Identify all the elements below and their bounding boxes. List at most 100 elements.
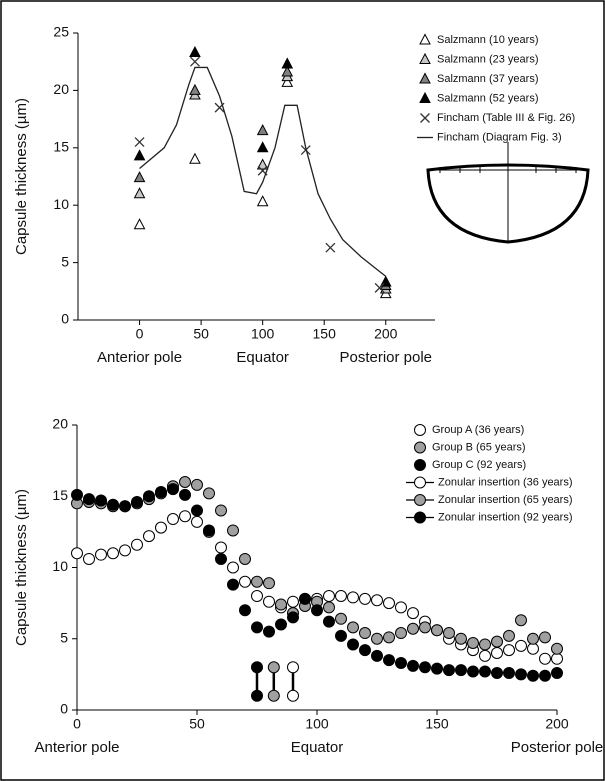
- circle-marker: [83, 493, 95, 506]
- circle-marker: [83, 552, 95, 565]
- y-tick-label: 5: [60, 629, 68, 645]
- circle-marker: [287, 611, 299, 624]
- circle-marker: [215, 552, 227, 565]
- circle-marker: [359, 627, 371, 640]
- triangle-marker: [133, 149, 146, 161]
- legend-label: Group C (92 years): [432, 459, 526, 471]
- circle-marker: [407, 659, 419, 672]
- circle-marker: [275, 598, 287, 611]
- legend-swatch: [419, 52, 431, 64]
- circle-marker: [179, 510, 191, 523]
- legend-label: Group A (36 years): [432, 424, 524, 436]
- circle-marker: [267, 661, 280, 674]
- circle-marker: [395, 601, 407, 614]
- circle-marker: [287, 595, 299, 608]
- legend-swatch: [414, 424, 426, 436]
- circle-marker: [371, 632, 383, 645]
- circle-marker: [371, 594, 383, 607]
- y-tick-label: 0: [61, 311, 69, 327]
- cross-marker: [189, 56, 200, 67]
- region-label: Equator: [236, 349, 289, 366]
- legend-label: Fincham (Table III & Fig. 26): [437, 112, 575, 124]
- circle-marker: [191, 515, 203, 528]
- circle-marker: [539, 631, 551, 644]
- legend-swatch: [420, 113, 430, 123]
- circle-marker: [167, 513, 179, 526]
- circle-marker: [455, 632, 467, 645]
- circle-marker: [431, 624, 443, 637]
- circle-marker: [479, 638, 491, 651]
- circle-marker: [203, 487, 215, 500]
- circle-marker: [227, 578, 239, 591]
- triangle-marker: [281, 75, 294, 87]
- circle-marker: [491, 666, 503, 679]
- x-tick-label: 200: [374, 326, 398, 342]
- lens-ticks: [439, 167, 577, 173]
- legend-label: Salzmann (52 years): [437, 92, 539, 104]
- circle-marker: [383, 654, 395, 667]
- legend-swatch: [414, 476, 426, 489]
- circle-marker: [251, 621, 263, 634]
- y-tick-label: 10: [53, 196, 69, 212]
- circle-marker: [275, 618, 287, 631]
- circle-marker: [239, 575, 251, 588]
- circle-marker: [299, 592, 311, 605]
- circle-marker: [431, 662, 443, 675]
- legend-label: Group B (65 years): [432, 441, 526, 453]
- circle-marker: [335, 629, 347, 642]
- circle-marker: [515, 614, 527, 627]
- legend-swatch: [414, 494, 426, 506]
- circle-marker: [215, 504, 227, 517]
- circle-marker: [131, 538, 143, 551]
- circle-marker: [263, 595, 275, 608]
- circle-marker: [467, 665, 479, 678]
- circle-marker: [503, 666, 515, 679]
- triangle-marker: [281, 57, 294, 69]
- circle-marker: [143, 490, 155, 503]
- circle-marker: [267, 689, 280, 702]
- circle-marker: [335, 590, 347, 602]
- circle-marker: [179, 476, 191, 488]
- circle-marker: [155, 485, 167, 498]
- circle-marker: [71, 488, 83, 501]
- x-tick-label: 0: [136, 326, 144, 342]
- circle-marker: [71, 547, 83, 560]
- circle-marker: [191, 504, 203, 517]
- triangle-marker: [189, 45, 201, 58]
- legend-label: Salzmann (37 years): [437, 73, 539, 85]
- y-tick-label: 10: [52, 558, 68, 574]
- legend-label: Zonular insertion (36 years): [438, 476, 573, 488]
- x-tick-label: 100: [305, 716, 329, 732]
- x-tick-label: 150: [313, 326, 337, 342]
- circle-marker: [251, 689, 263, 702]
- circle-marker: [539, 652, 551, 665]
- circle-marker: [215, 541, 227, 554]
- circle-marker: [347, 591, 359, 604]
- circle-marker: [323, 590, 335, 602]
- region-label: Posterior pole: [511, 739, 604, 756]
- circle-marker: [515, 639, 527, 652]
- circle-marker: [419, 621, 431, 634]
- circle-marker: [167, 483, 179, 496]
- circle-marker: [527, 642, 539, 655]
- y-tick-label: 20: [52, 416, 68, 432]
- region-label: Anterior pole: [97, 349, 182, 366]
- y-tick-label: 25: [53, 24, 69, 40]
- x-tick-label: 50: [189, 716, 205, 732]
- circle-marker: [551, 666, 563, 679]
- triangle-marker: [189, 83, 201, 95]
- circle-marker: [95, 548, 107, 561]
- circle-marker: [479, 665, 491, 678]
- legend-swatch: [414, 441, 426, 454]
- circle-marker: [419, 661, 431, 674]
- legend-swatch: [419, 91, 431, 103]
- circle-marker: [251, 590, 263, 602]
- circle-marker: [107, 498, 119, 511]
- circle-marker: [227, 524, 239, 537]
- y-tick-label: 5: [61, 253, 69, 269]
- circle-marker: [119, 544, 131, 557]
- x-tick-label: 0: [73, 716, 81, 732]
- y-tick-label: 15: [53, 139, 69, 155]
- triangle-marker: [256, 158, 269, 170]
